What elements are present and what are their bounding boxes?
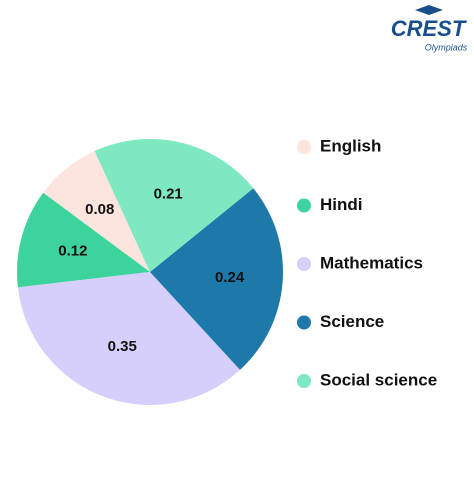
value-label: 0.24 [215,269,245,286]
legend-label: Mathematics [320,253,423,272]
legend-label: Hindi [320,195,363,214]
pie-slice [17,272,241,405]
value-label: 0.35 [108,338,137,355]
pie-slice [94,139,254,272]
logo-name: CREST [391,16,467,41]
logo-tagline: Olympiads [425,42,468,52]
value-label: 0.08 [85,201,114,218]
legend-label: Social science [320,370,437,389]
pie-slice [43,151,150,272]
legend-swatch [297,315,311,330]
value-label: 0.12 [58,242,87,259]
legend-label: Science [320,312,384,331]
logo: CREST Olympiads [391,5,468,52]
logo-cap [415,5,443,15]
pie-slice [16,192,150,288]
legend-swatch [297,198,311,213]
legend-swatch [297,257,311,271]
pie-slice [150,188,283,370]
legend-swatch [297,140,311,154]
legend-label: English [320,136,381,155]
legend-swatch [297,374,311,388]
value-label: 0.21 [154,185,183,202]
